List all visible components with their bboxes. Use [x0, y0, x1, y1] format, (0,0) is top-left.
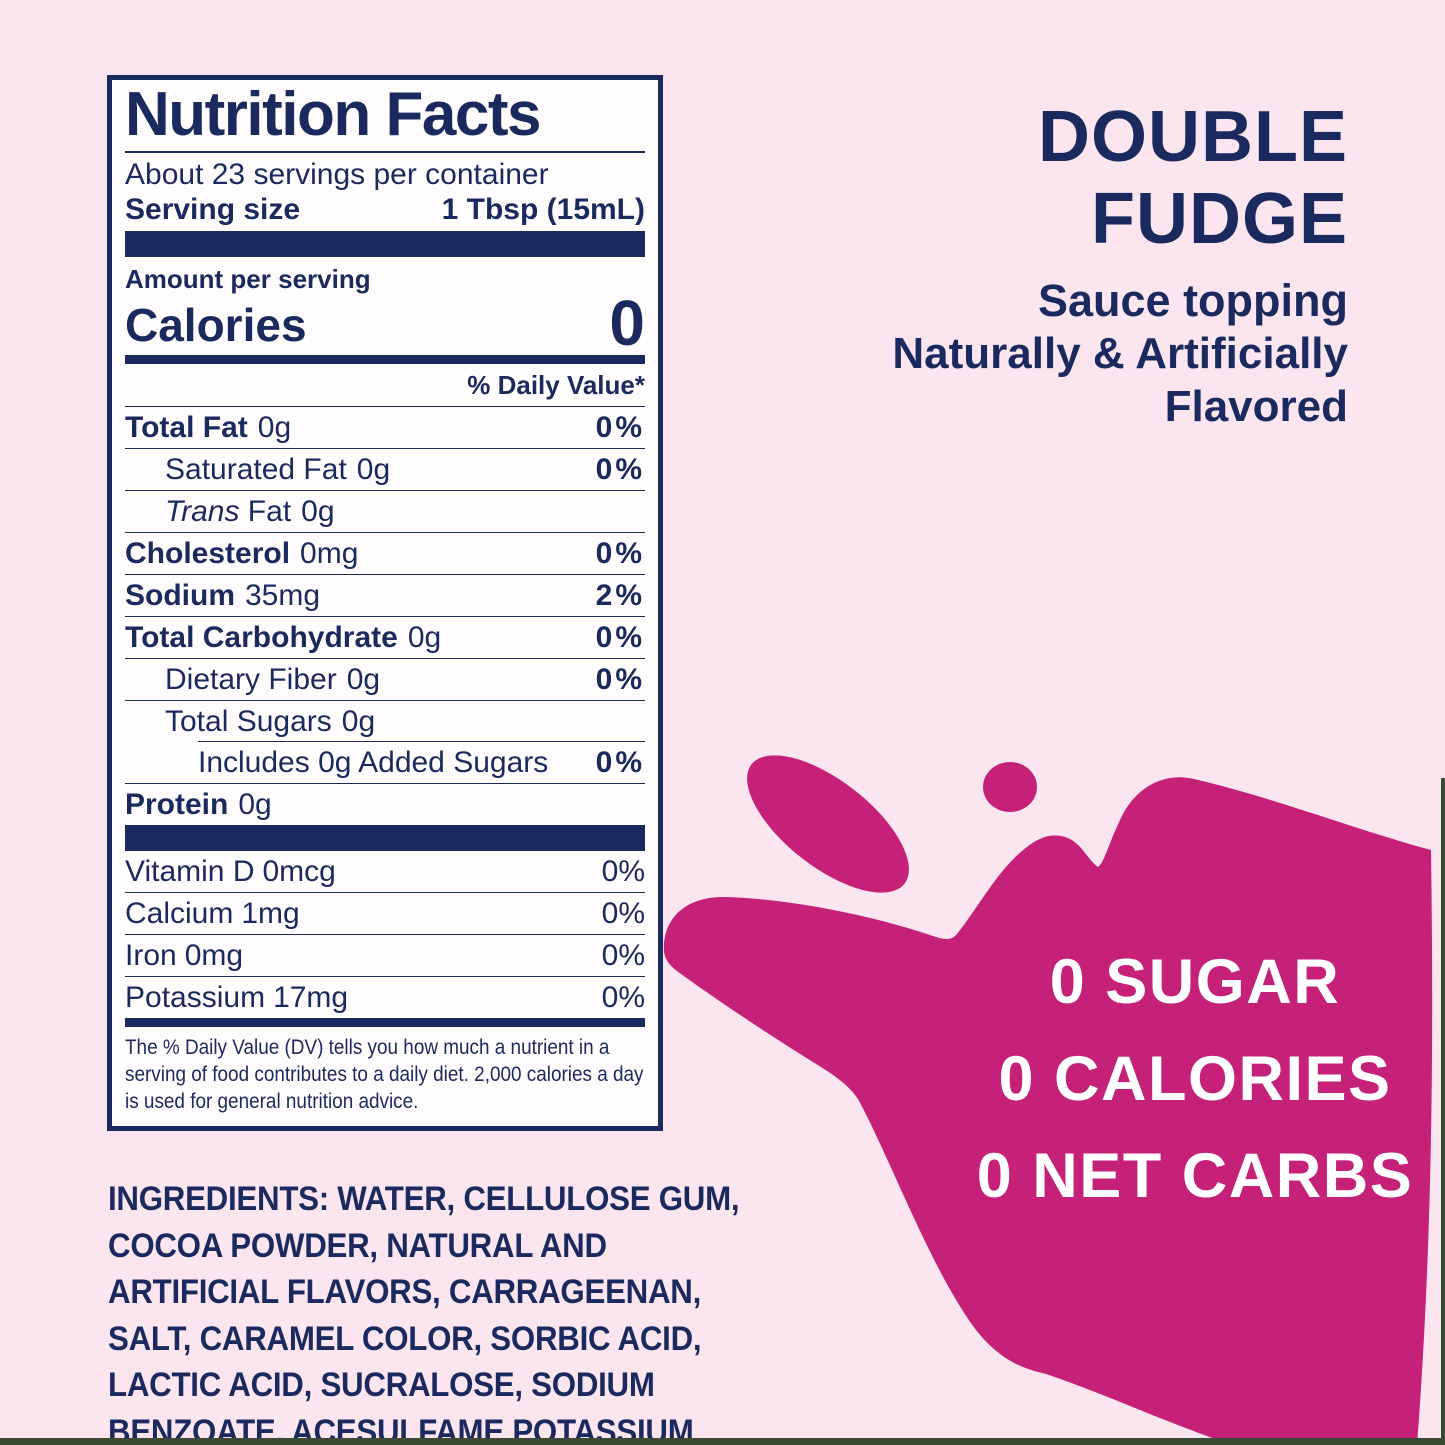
nutrient-row-total-sugars: Total Sugars 0g [125, 700, 645, 742]
dv-value: 0% [595, 411, 645, 444]
dv-value: 0% [595, 537, 645, 570]
nutrient-row-sodium: Sodium 35mg 2% [125, 574, 645, 616]
claim-zero-net-carbs: 0 NET CARBS [976, 1141, 1414, 1211]
servings-per-container: About 23 servings per container [125, 158, 549, 191]
right-edge-artifact [1441, 778, 1445, 1445]
dv-value: 0% [601, 897, 645, 930]
product-name-line2: FUDGE [1091, 179, 1348, 259]
nutrient-row-dietary-fiber: Dietary Fiber 0g 0% [125, 658, 645, 700]
nutrient-row-added-sugars: Includes 0g Added Sugars 0% [125, 741, 645, 783]
nutrient-row-vitamin-d: Vitamin D 0mcg 0% [125, 855, 645, 888]
claims-block: 0 SUGAR 0 CALORIES 0 NET CARBS [950, 934, 1440, 1225]
serving-size-value: 1 Tbsp (15mL) [441, 193, 645, 226]
nutrient-row-cholesterol: Cholesterol 0mg 0% [125, 532, 645, 574]
nutrient-row-saturated-fat: Saturated Fat 0g 0% [125, 448, 645, 490]
serving-size-label: Serving size [125, 193, 301, 226]
nutrient-row-iron: Iron 0mg 0% [125, 934, 645, 976]
ingredients-list: INGREDIENTS: WATER, CELLULOSE GUM, COCOA… [108, 1180, 740, 1445]
daily-value-header: % Daily Value* [467, 370, 645, 400]
nutrient-row-calcium: Calcium 1mg 0% [125, 892, 645, 934]
dv-value: 0% [601, 939, 645, 972]
claim-zero-sugar: 0 SUGAR [1049, 947, 1341, 1017]
dv-value: 0% [601, 981, 645, 1014]
nutrient-row-total-carbohydrate: Total Carbohydrate 0g 0% [125, 616, 645, 658]
nutrient-row-trans-fat: Trans Fat 0g [125, 490, 645, 532]
product-name-line1: DOUBLE [1038, 97, 1348, 177]
nutrition-facts-panel: Nutrition Facts About 23 servings per co… [107, 75, 663, 1131]
bottom-edge-artifact [0, 1438, 1445, 1445]
dv-value: 2% [595, 579, 645, 612]
divider-medium [125, 1018, 645, 1027]
dv-value: 0% [595, 746, 645, 779]
product-flavor-line1: Naturally & Artificially [892, 329, 1348, 378]
serving-size-row: Serving size 1 Tbsp (15mL) [125, 192, 645, 231]
divider-thick [125, 825, 645, 851]
nutrition-facts-title: Nutrition Facts [125, 82, 645, 153]
dv-value: 0% [595, 453, 645, 486]
calories-row: Calories 0 [125, 287, 645, 359]
calories-value: 0 [609, 287, 645, 359]
dv-value: 0% [595, 663, 645, 696]
divider-medium [125, 355, 645, 364]
nutrient-row-potassium: Potassium 17mg 0% [125, 976, 645, 1018]
splash-droplet-dot [983, 762, 1037, 812]
splash-blob [663, 777, 1433, 1445]
divider-thick [125, 231, 645, 257]
product-name-block: DOUBLE FUDGE Sauce topping Naturally & A… [748, 96, 1348, 433]
dv-value: 0% [595, 621, 645, 654]
daily-value-footnote: The % Daily Value (DV) tells you how muc… [125, 1035, 644, 1113]
dv-value: 0% [601, 855, 645, 888]
nutrient-row-protein: Protein 0g [125, 783, 645, 825]
claim-zero-calories: 0 CALORIES [998, 1044, 1392, 1114]
product-flavor-line2: Flavored [1164, 382, 1348, 431]
amount-per-serving-label: Amount per serving [125, 264, 371, 294]
product-subtitle: Sauce topping [1037, 275, 1348, 326]
nutrient-row-total-fat: Total Fat 0g 0% [125, 406, 645, 448]
splash-droplet-capsule [747, 755, 909, 893]
calories-label: Calories [125, 299, 307, 351]
